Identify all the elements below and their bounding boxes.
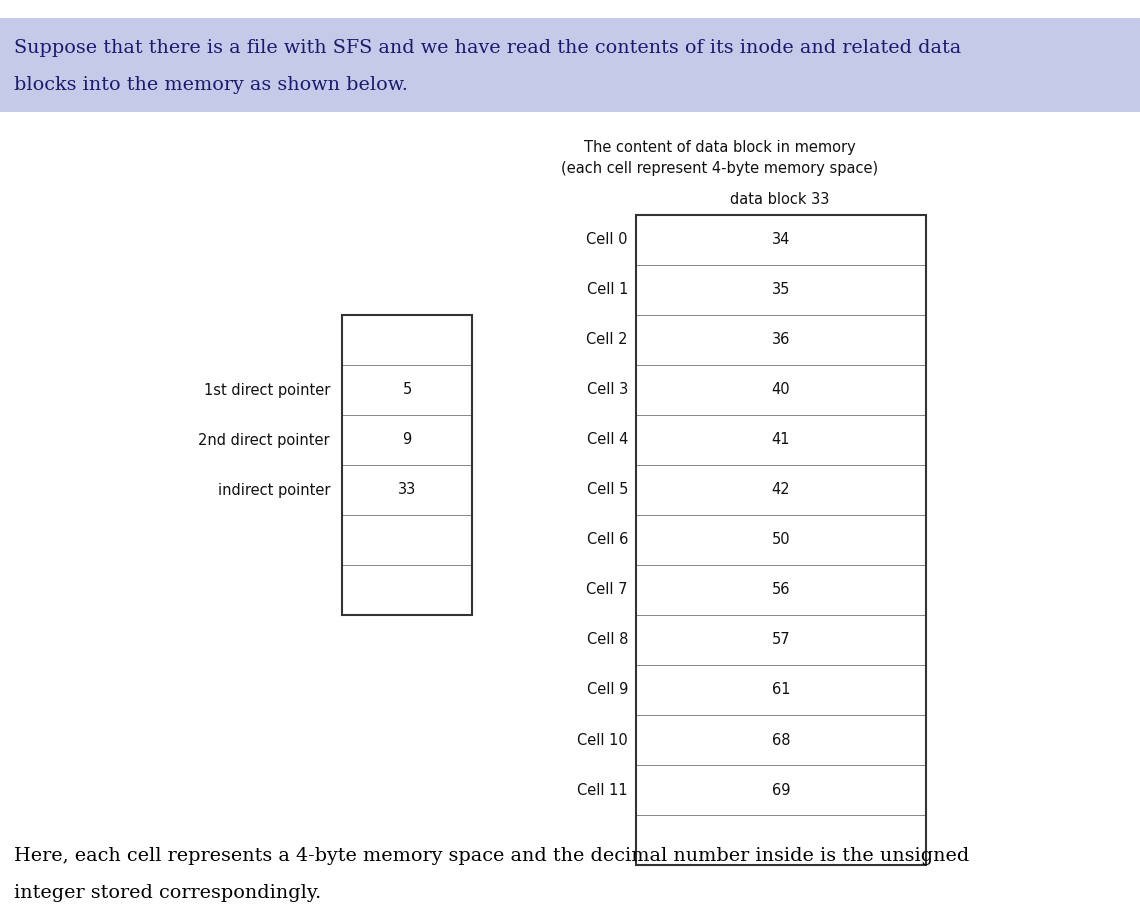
- Text: Cell 7: Cell 7: [586, 583, 628, 597]
- Text: 56: 56: [772, 583, 790, 597]
- Bar: [636, 715, 926, 765]
- Bar: [636, 265, 926, 315]
- Text: 1st direct pointer: 1st direct pointer: [204, 383, 329, 397]
- Text: (each cell represent 4-byte memory space): (each cell represent 4-byte memory space…: [561, 160, 879, 175]
- Text: Cell 5: Cell 5: [587, 482, 628, 498]
- Bar: [636, 765, 926, 815]
- Bar: [342, 315, 472, 365]
- Text: 69: 69: [772, 783, 790, 798]
- Bar: [342, 515, 472, 565]
- Text: 57: 57: [772, 632, 790, 647]
- Bar: [0, 18, 1140, 112]
- Text: Cell 10: Cell 10: [577, 732, 628, 748]
- Text: The content of data block in memory: The content of data block in memory: [584, 140, 856, 156]
- Text: 5: 5: [402, 383, 412, 397]
- Text: Cell 1: Cell 1: [587, 282, 628, 298]
- Text: 34: 34: [772, 232, 790, 247]
- Bar: [342, 365, 472, 415]
- Text: Cell 3: Cell 3: [587, 383, 628, 397]
- Text: 42: 42: [772, 482, 790, 498]
- Bar: [636, 215, 926, 265]
- Bar: [342, 465, 472, 515]
- Bar: [636, 215, 926, 865]
- Bar: [342, 565, 472, 615]
- Bar: [342, 315, 472, 615]
- Text: 9: 9: [402, 432, 412, 447]
- Text: Cell 0: Cell 0: [586, 232, 628, 247]
- Text: indirect pointer: indirect pointer: [218, 482, 329, 498]
- Text: 50: 50: [772, 533, 790, 548]
- Bar: [636, 565, 926, 615]
- Text: 68: 68: [772, 732, 790, 748]
- Text: 61: 61: [772, 682, 790, 698]
- Text: 33: 33: [398, 482, 416, 498]
- Text: integer stored correspondingly.: integer stored correspondingly.: [14, 884, 321, 902]
- Text: Cell 9: Cell 9: [587, 682, 628, 698]
- Bar: [636, 815, 926, 865]
- Bar: [636, 465, 926, 515]
- Bar: [342, 415, 472, 465]
- Text: Cell 2: Cell 2: [586, 333, 628, 348]
- Text: 2nd direct pointer: 2nd direct pointer: [198, 432, 329, 447]
- Text: Cell 8: Cell 8: [587, 632, 628, 647]
- Bar: [636, 315, 926, 365]
- Text: Cell 4: Cell 4: [587, 432, 628, 447]
- Text: 40: 40: [772, 383, 790, 397]
- Bar: [636, 415, 926, 465]
- Text: Cell 6: Cell 6: [587, 533, 628, 548]
- Bar: [636, 515, 926, 565]
- Text: 41: 41: [772, 432, 790, 447]
- Bar: [636, 615, 926, 665]
- Text: data block 33: data block 33: [731, 193, 830, 207]
- Bar: [636, 665, 926, 715]
- Bar: [636, 365, 926, 415]
- Text: 35: 35: [772, 282, 790, 298]
- Text: Suppose that there is a file with SFS and we have read the contents of its inode: Suppose that there is a file with SFS an…: [14, 39, 961, 57]
- Text: 36: 36: [772, 333, 790, 348]
- Text: Cell 11: Cell 11: [577, 783, 628, 798]
- Text: blocks into the memory as shown below.: blocks into the memory as shown below.: [14, 76, 408, 94]
- Text: Here, each cell represents a 4-byte memory space and the decimal number inside i: Here, each cell represents a 4-byte memo…: [14, 847, 969, 865]
